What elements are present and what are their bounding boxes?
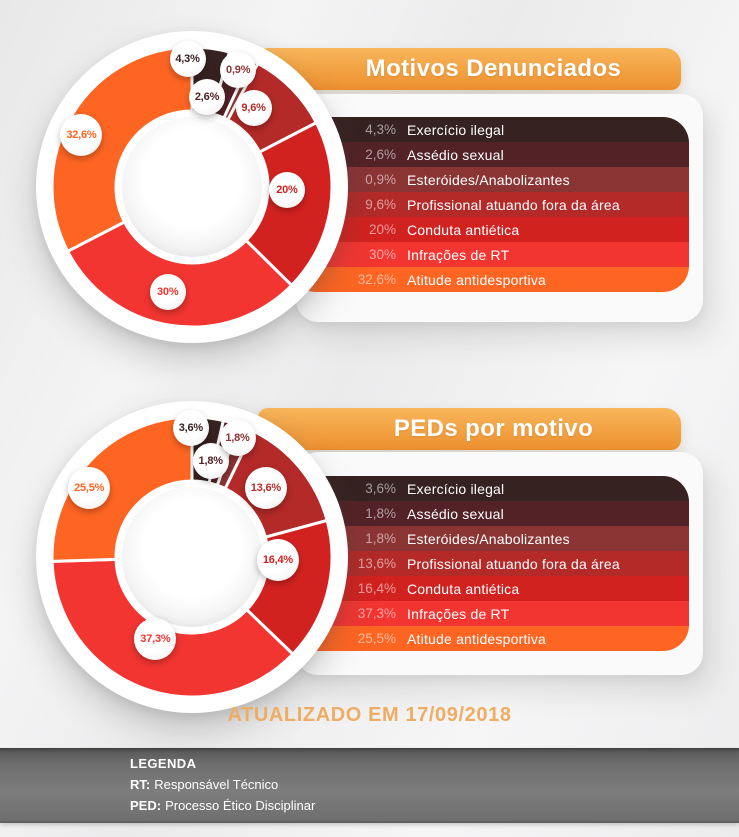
legend-row: 4,3% Exercício ilegal — [290, 117, 689, 142]
footer-entry-ped: PED: Processo Ético Disciplinar — [130, 798, 739, 813]
legend-percent: 3,6% — [365, 481, 396, 496]
percent-bubble: 20% — [268, 172, 305, 209]
percent-bubble: 37,3% — [134, 618, 177, 661]
updated-date: ATUALIZADO EM 17/09/2018 — [227, 704, 512, 726]
percent-bubble: 2,6% — [189, 79, 226, 116]
legend-row: 37,3% Infrações de RT — [290, 601, 689, 626]
legend-percent: 4,3% — [365, 122, 396, 137]
legend-label: Atitude antidesportiva — [407, 630, 547, 647]
legend-percent: 2,6% — [365, 147, 396, 162]
legend-label: Esteróides/Anabolizantes — [407, 530, 570, 547]
legend-label: Exercício ilegal — [407, 121, 505, 138]
donut-hole — [122, 487, 262, 627]
legend-row: 9,6% Profissional atuando fora da área — [290, 192, 689, 217]
chart1-title: Motivos Denunciados — [365, 55, 622, 82]
legend-row: 1,8% Assédio sexual — [290, 501, 689, 526]
percent-bubble: 3,6% — [172, 410, 209, 446]
legend-label: Profissional atuando fora da área — [407, 196, 620, 213]
legend-percent: 9,6% — [365, 197, 396, 212]
legend-row: 30% Infrações de RT — [290, 242, 689, 267]
donut-slice — [50, 557, 295, 699]
footer-entry-ped-abbr: PED: — [130, 798, 162, 813]
percent-bubble: 32,6% — [60, 114, 103, 157]
legend-percent: 0,9% — [365, 172, 396, 187]
footer-entry-ped-text: Processo Ético Disciplinar — [165, 798, 316, 813]
percent-bubble: 16,4% — [256, 539, 299, 581]
legend-percent: 1,8% — [365, 531, 396, 546]
legend-percent: 20% — [368, 222, 396, 237]
legend-label: Atitude antidesportiva — [407, 271, 547, 288]
legend-percent: 16,4% — [357, 581, 396, 596]
legend-row: 16,4% Conduta antiética — [290, 576, 689, 601]
chart2-title-banner: PEDs por motivo — [258, 408, 681, 450]
chart2-donut: 3,6% 1,8% 1,8% 13,6% 16,4% 37,3% 25,5% — [36, 401, 348, 713]
footer-legend-title: LEGENDA — [130, 756, 197, 771]
legend-percent: 32,6% — [357, 272, 396, 287]
chart2-title: PEDs por motivo — [393, 415, 594, 442]
percent-bubble: 30% — [149, 274, 186, 311]
percent-bubble: 1,8% — [219, 420, 256, 457]
legend-row: 2,6% Assédio sexual — [290, 142, 689, 167]
legend-label: Exercício ilegal — [407, 480, 505, 497]
legend-row: 32,6% Atitude antidesportiva — [290, 267, 689, 292]
legend-row: 20% Conduta antiética — [290, 217, 689, 242]
footer-entry-rt: RT: Responsável Técnico — [130, 777, 739, 792]
chart1-title-banner: Motivos Denunciados — [258, 48, 681, 90]
legend-percent: 30% — [368, 247, 396, 262]
legend-row: 25,5% Atitude antidesportiva — [290, 626, 689, 651]
legend-row: 1,8% Esteróides/Anabolizantes — [290, 526, 689, 551]
percent-bubble: 13,6% — [244, 467, 287, 510]
chart1-donut: 4,3% 2,6% 0,9% 9,6% 20% 30% 32,6% — [36, 31, 348, 343]
legend-percent: 1,8% — [365, 506, 396, 521]
percent-bubble: 25,5% — [68, 466, 111, 509]
legend-label: Assédio sexual — [407, 146, 504, 163]
percent-bubble: 9,6% — [235, 90, 272, 127]
legend-percent: 37,3% — [357, 606, 396, 621]
chart2-legend-rows: 3,6% Exercício ilegal 1,8% Assédio sexual 1,… — [290, 476, 689, 651]
chart1-legend-rows: 4,3% Exercício ilegal 2,6% Assédio sexual 0,… — [290, 117, 689, 292]
legend-label: Esteróides/Anabolizantes — [407, 171, 570, 188]
legend-label: Profissional atuando fora da área — [407, 555, 620, 572]
chart2-donut-svg — [50, 415, 334, 699]
legend-label: Conduta antiética — [407, 221, 520, 238]
legend-label: Assédio sexual — [407, 505, 504, 522]
legend-row: 13,6% Profissional atuando fora da área — [290, 551, 689, 576]
donut-slice — [66, 220, 294, 329]
footer-legend-bar: LEGENDA RT: Responsável Técnico PED: Proce… — [0, 748, 739, 823]
legend-label: Infrações de RT — [407, 246, 510, 263]
legend-percent: 13,6% — [357, 556, 396, 571]
footer-entry-rt-text: Responsável Técnico — [154, 777, 279, 792]
percent-bubble: 4,3% — [169, 41, 206, 78]
legend-percent: 25,5% — [357, 631, 396, 646]
legend-label: Conduta antiética — [407, 580, 520, 597]
donut-hole — [122, 117, 262, 257]
legend-label: Infrações de RT — [407, 605, 510, 622]
legend-row: 0,9% Esteróides/Anabolizantes — [290, 167, 689, 192]
legend-row: 3,6% Exercício ilegal — [290, 476, 689, 501]
footer-entry-rt-abbr: RT: — [130, 777, 151, 792]
percent-bubble: 0,9% — [220, 51, 257, 88]
